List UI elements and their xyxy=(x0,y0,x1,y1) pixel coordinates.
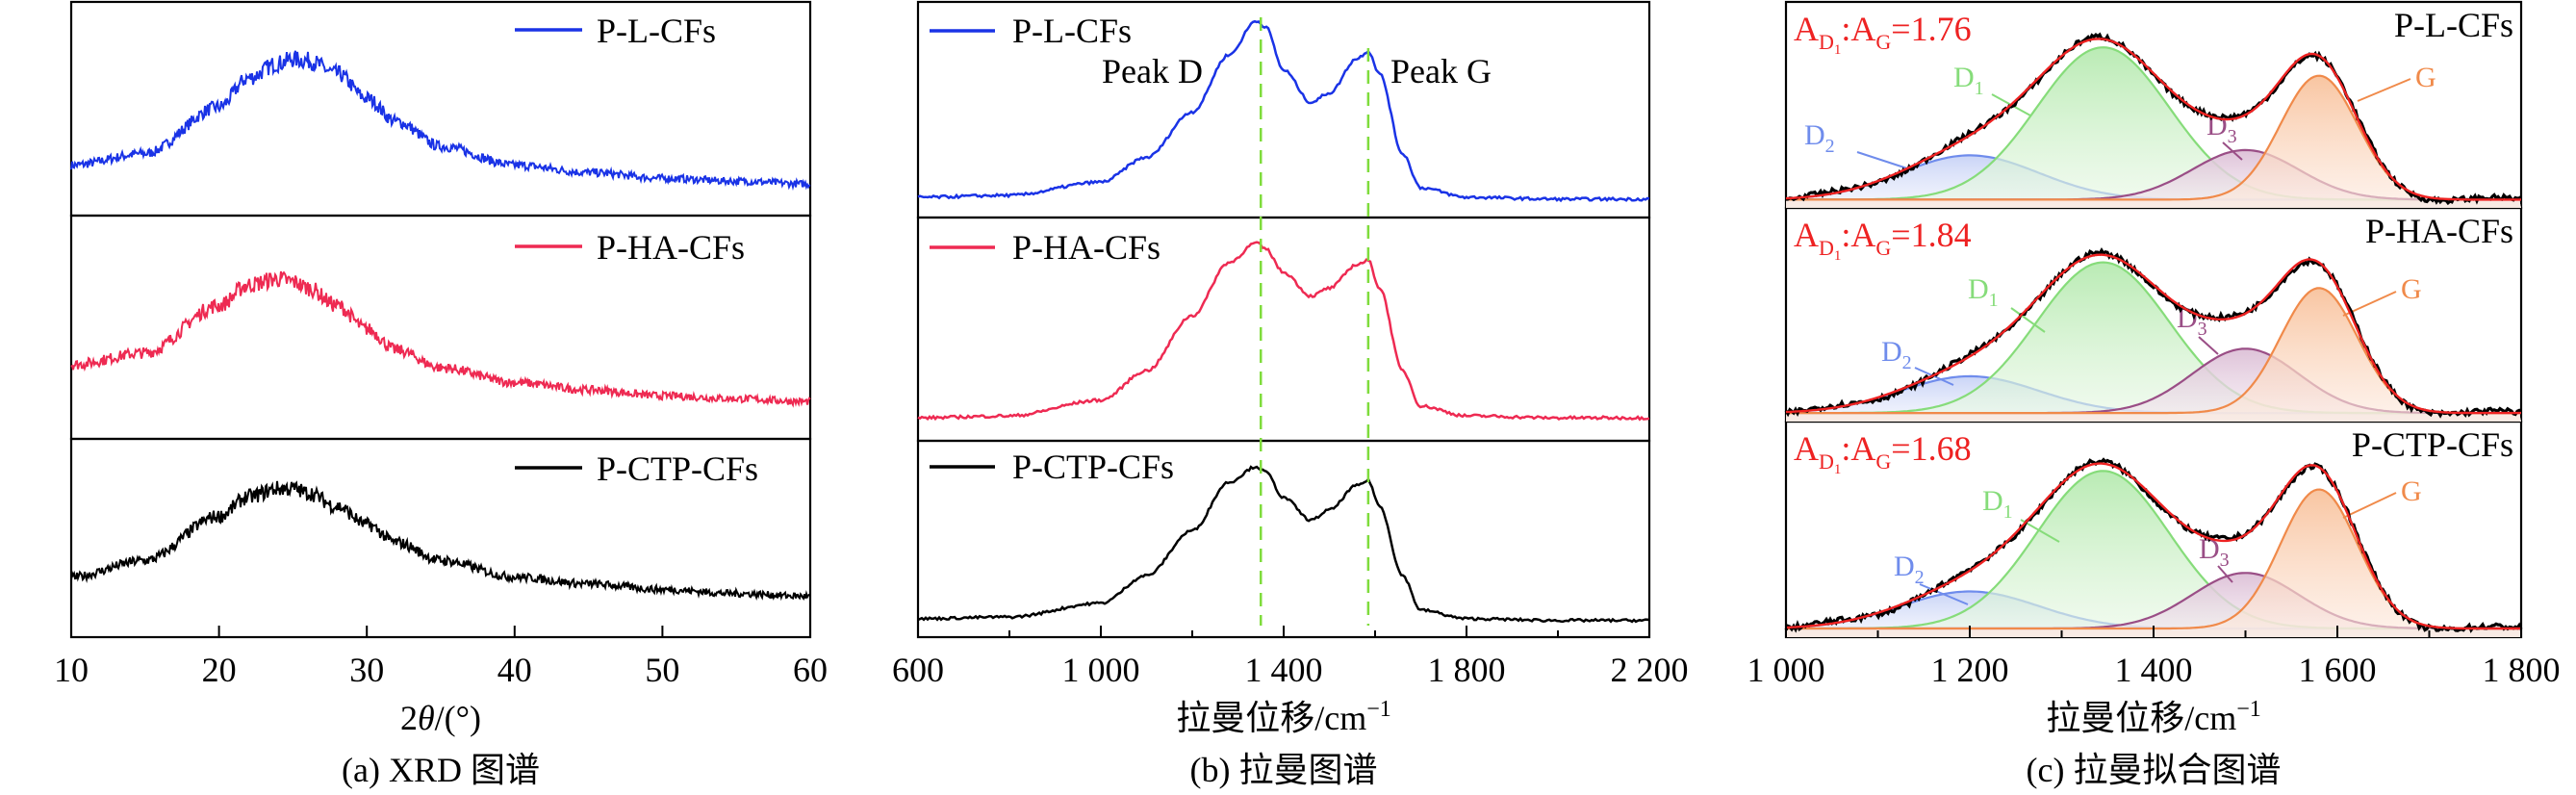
raman-x-tick-label: 1 800 xyxy=(1428,651,1506,689)
fit-x-ticks: 1 000 1 200 1 400 1 600 1 800 xyxy=(1747,626,2561,689)
fit-ratio-label: AD1:AG=1.84 xyxy=(1794,216,1972,264)
raman-x-tick-label: 1 400 xyxy=(1245,651,1323,689)
fit-band-fill xyxy=(1786,288,2521,422)
xrd-series-ha xyxy=(70,270,811,408)
fit-band-leader xyxy=(2010,307,2046,333)
raman-x-tick-label: 1 000 xyxy=(1062,651,1140,689)
xrd-x-tick-label: 20 xyxy=(202,651,237,689)
fit-envelope-line xyxy=(1785,253,2521,415)
annotation-peak-g: Peak G xyxy=(1390,52,1492,90)
xrd-x-axis-label: 2θ/(°) xyxy=(400,699,481,737)
raman-fit-chart: D2D1D3GP-L-CFsAD1:AG=1.76D2D1D3GP-HA-CFs… xyxy=(1747,0,2561,789)
fit-band-label: G xyxy=(2415,62,2436,93)
fit-band-fill xyxy=(1786,262,2521,422)
fit-band-leader xyxy=(1919,583,1969,605)
fit-measured-line xyxy=(1784,457,2523,633)
xrd-caption: (a) XRD 图谱 xyxy=(342,751,540,789)
fit-band-leader xyxy=(2020,519,2060,543)
raman-legend-l: P-L-CFs xyxy=(930,12,1132,50)
raman-x-tick-label: 600 xyxy=(892,651,944,689)
fit-x-tick-label: 1 800 xyxy=(2483,651,2561,689)
fit-band-fill xyxy=(1786,489,2521,637)
fit-x-tick-label: 1 600 xyxy=(2299,651,2377,689)
fit-band-label: D1 xyxy=(1953,62,1984,99)
fit-x-axis-label: 拉曼位移/cm−1 xyxy=(2046,697,2261,737)
xrd-legend-label-ha: P-HA-CFs xyxy=(597,228,745,267)
fit-caption: (c) 拉曼拟合图谱 xyxy=(2027,751,2282,789)
fit-band-label: D1 xyxy=(1968,273,1999,311)
fit-band-label: D2 xyxy=(1894,551,1925,588)
raman-legend-ha: P-HA-CFs xyxy=(930,228,1160,267)
xrd-x-ticks: 10 20 30 40 50 60 xyxy=(54,626,828,689)
xrd-chart: P-L-CFs P-HA-CFs P-CTP-CFs 10 20 30 40 50 60 … xyxy=(54,0,828,789)
xrd-legend-label-l: P-L-CFs xyxy=(597,12,716,50)
fit-sample-label: P-CTP-CFs xyxy=(2352,425,2513,464)
fit-band-label: D3 xyxy=(2199,533,2230,571)
fit-band-fill xyxy=(1786,75,2521,208)
raman-caption: (b) 拉曼图谱 xyxy=(1190,751,1378,789)
fit-x-tick-label: 1 200 xyxy=(1931,651,2009,689)
fit-sample-label: P-HA-CFs xyxy=(2365,212,2513,250)
xrd-series-ctp xyxy=(70,480,811,602)
fit-band-fill xyxy=(1786,47,2521,209)
fit-envelope-line xyxy=(1786,462,2521,630)
xrd-x-tick-label: 50 xyxy=(645,651,679,689)
annotation-peak-d: Peak D xyxy=(1102,52,1203,90)
xrd-x-tick-label: 40 xyxy=(497,651,532,689)
xrd-x-tick-label: 60 xyxy=(793,651,828,689)
fit-envelope-line xyxy=(1785,38,2521,201)
fit-band-label: D2 xyxy=(1881,336,1912,373)
raman-series-l xyxy=(917,19,1650,203)
fit-sample-label: P-L-CFs xyxy=(2394,6,2513,44)
raman-legend-label-l: P-L-CFs xyxy=(1012,12,1132,50)
raman-series-ctp xyxy=(917,465,1650,624)
raman-legend-ctp: P-CTP-CFs xyxy=(930,448,1174,486)
raman-series-ha xyxy=(917,241,1650,422)
raman-chart: P-L-CFs P-HA-CFs P-CTP-CFs Peak D Peak G… xyxy=(892,0,1689,789)
xrd-x-tick-label: 10 xyxy=(54,651,89,689)
fit-band-label: G xyxy=(2401,475,2422,507)
raman-legend-label-ha: P-HA-CFs xyxy=(1012,228,1160,267)
raman-x-ticks: 600 1 000 1 400 1 800 2 200 xyxy=(892,626,1689,689)
xrd-x-tick-label: 30 xyxy=(349,651,384,689)
fit-band-leader xyxy=(2217,565,2233,583)
fit-plot-layer: D2D1D3GP-L-CFsAD1:AG=1.76D2D1D3GP-HA-CFs… xyxy=(1784,6,2523,637)
xrd-legend-label-ctp: P-CTP-CFs xyxy=(597,449,758,488)
fit-band-leader xyxy=(2342,492,2397,519)
raman-x-axis-label: 拉曼位移/cm−1 xyxy=(1176,697,1391,737)
raman-legend-label-ctp: P-CTP-CFs xyxy=(1012,448,1174,486)
fit-x-tick-label: 1 400 xyxy=(2115,651,2193,689)
fit-band-leader xyxy=(1856,151,1911,170)
raman-x-tick-label: 2 200 xyxy=(1611,651,1689,689)
fit-band-label: D1 xyxy=(1982,485,2013,523)
xrd-legend-l: P-L-CFs xyxy=(515,12,716,50)
fit-x-tick-label: 1 000 xyxy=(1747,651,1825,689)
fit-band-fill xyxy=(1786,471,2521,637)
fit-band-label: G xyxy=(2401,273,2422,305)
xrd-legend-ctp: P-CTP-CFs xyxy=(515,449,758,488)
fit-ratio-label: AD1:AG=1.76 xyxy=(1794,10,1972,58)
fit-band-leader xyxy=(2198,336,2219,355)
fit-band-leader xyxy=(2357,78,2411,102)
fit-panel: D2 D1 D3 G P-CTP-CFs AD1:AG=1.68 xyxy=(1784,425,2523,637)
fit-band-label: D2 xyxy=(1804,119,1835,157)
xrd-series-l xyxy=(70,50,811,192)
fit-band-leader xyxy=(2222,141,2243,161)
xrd-legend-ha: P-HA-CFs xyxy=(515,228,745,267)
xrd-subplot-frame xyxy=(69,437,812,639)
fit-ratio-label: AD1:AG=1.68 xyxy=(1794,429,1972,477)
